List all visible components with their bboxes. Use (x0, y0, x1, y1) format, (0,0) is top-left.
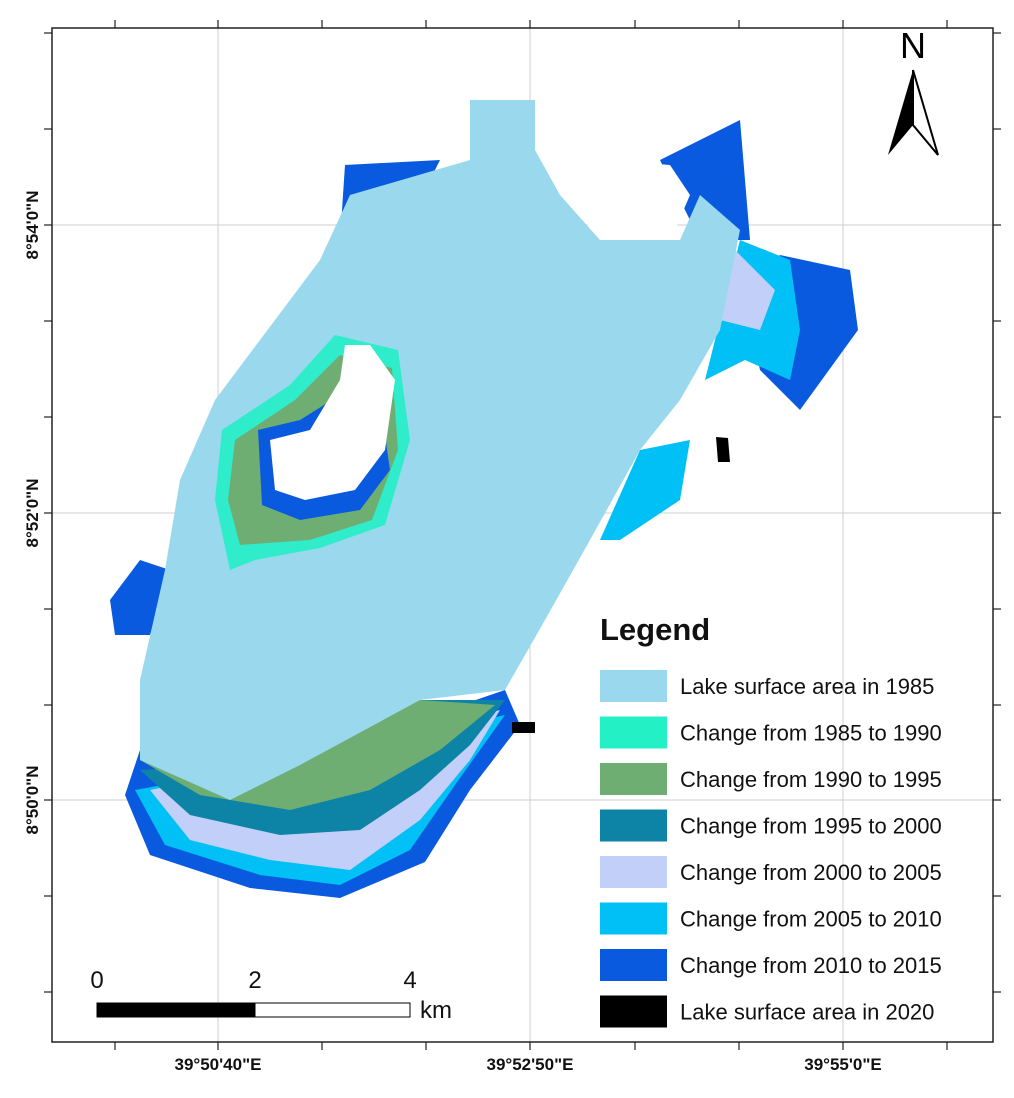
latitude-label: 8°50'0"N (23, 766, 42, 835)
legend-swatch (600, 949, 667, 981)
legend-swatch (600, 856, 667, 888)
legend-label: Lake surface area in 1985 (680, 674, 934, 699)
longitude-label: 39°55'0"E (804, 1055, 882, 1074)
scale-label: 2 (248, 967, 261, 994)
legend-label: Change from 2000 to 2005 (680, 860, 942, 885)
arrow-half (888, 70, 913, 155)
scale-label: 0 (90, 967, 103, 994)
island (270, 345, 395, 500)
legend-label: Change from 1995 to 2000 (680, 814, 942, 839)
longitude-label: 39°52'50"E (487, 1055, 574, 1074)
scale-label: 4 (403, 967, 416, 994)
scale-unit: km (420, 997, 452, 1024)
legend-label: Change from 1990 to 1995 (680, 767, 942, 792)
legend-title: Legend (600, 612, 710, 647)
legend-swatch (600, 763, 667, 795)
island (560, 160, 690, 240)
lake-zone (512, 722, 535, 733)
latitude-label: 8°52'0"N (23, 479, 42, 548)
lake-zone (720, 250, 775, 330)
legend-swatch (600, 670, 667, 702)
legend-swatch (600, 902, 667, 935)
legend-swatch (600, 809, 667, 842)
coordinate-labels: 8°54'0"N 8°52'0"N 8°50'0"N 39°50'40"E 39°52'… (23, 191, 882, 1075)
lake-zone (600, 440, 690, 540)
longitude-label: 39°50'40"E (175, 1055, 262, 1074)
legend: Legend Lake surface area in 1985 Change f… (600, 612, 942, 1028)
lake-zone (660, 120, 750, 240)
scale-segment (254, 1002, 411, 1018)
legend-swatch (600, 716, 667, 749)
legend-label: Change from 1985 to 1990 (680, 721, 942, 746)
lake-layers (110, 100, 858, 898)
arrow-half (912, 69, 939, 156)
legend-label: Lake surface area in 2020 (680, 1000, 934, 1025)
scale-bar: 0 2 4km (90, 967, 452, 1024)
map-frame (51, 27, 994, 1043)
legend-label: Change from 2010 to 2015 (680, 953, 942, 978)
north-arrow: N (888, 25, 939, 156)
legend-swatch (600, 995, 667, 1028)
lake-zone (140, 100, 740, 800)
frame-ticks (44, 20, 1001, 1050)
scale-segment (96, 1002, 256, 1018)
legend-label: Change from 2005 to 2010 (680, 907, 942, 932)
north-label: N (900, 25, 926, 66)
latitude-label: 8°54'0"N (23, 191, 42, 260)
lake-zone (716, 437, 730, 462)
